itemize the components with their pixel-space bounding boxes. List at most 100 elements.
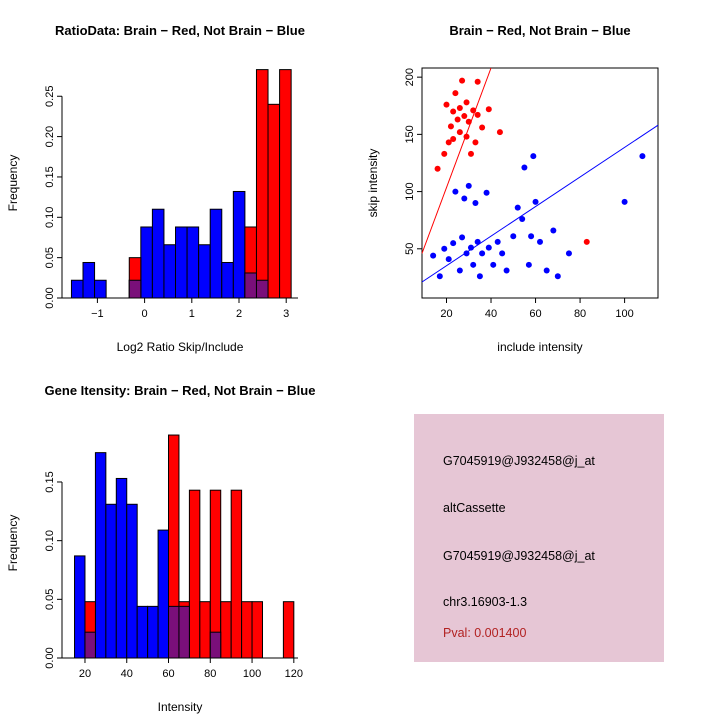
histogram-bar-brain xyxy=(241,601,253,659)
histogram-bar-brain xyxy=(199,601,211,659)
histogram-bar-not-brain xyxy=(82,261,96,299)
scatter-point-brain xyxy=(496,129,503,136)
panel-intensity-scatter: Brain − Red, Not Brain − Blue 20 40 60 80 100… xyxy=(360,0,720,360)
histogram-bar-brain xyxy=(282,601,295,659)
y-axis-tick-label: 0.15 xyxy=(44,471,56,492)
histogram-bar-brain xyxy=(279,69,292,299)
scatter-point-brain xyxy=(463,133,470,140)
histogram-bar-not-brain xyxy=(105,503,117,659)
chart-title: Gene Itensity: Brain − Red, Not Brain − … xyxy=(45,383,316,398)
scatter-point-not-brain xyxy=(479,250,486,257)
x-axis-tick-label: 20 xyxy=(440,308,452,320)
y-axis-tick-label: 0.00 xyxy=(44,287,56,308)
scatter-point-not-brain xyxy=(474,238,481,245)
y-axis-label: Frequency xyxy=(6,155,20,212)
scatter-point-not-brain xyxy=(514,204,521,211)
histogram-bar-overlap xyxy=(178,605,190,659)
histogram-bar-not-brain xyxy=(126,503,138,659)
scatter-point-not-brain xyxy=(525,261,532,268)
chart-title: Brain − Red, Not Brain − Blue xyxy=(449,23,630,38)
scatter-point-brain xyxy=(461,113,468,120)
y-axis-tick-label: 0.05 xyxy=(44,589,56,610)
y-axis-label: skip intensity xyxy=(366,149,380,218)
histogram-bar-overlap xyxy=(168,605,180,659)
scatter-point-not-brain xyxy=(430,252,437,259)
histogram-bar-not-brain xyxy=(115,477,128,659)
scatter-point-not-brain xyxy=(530,153,537,160)
scatter-point-not-brain xyxy=(467,244,474,251)
scatter-point-not-brain xyxy=(499,250,506,257)
histogram-bar-overlap xyxy=(209,631,222,659)
histogram-bar-not-brain xyxy=(157,529,170,659)
x-axis-tick-label: 1 xyxy=(189,308,195,320)
scatter-point-brain xyxy=(454,116,461,123)
scatter-point-not-brain xyxy=(461,195,468,202)
y-axis-tick-label: 100 xyxy=(404,182,416,200)
scatter-point-not-brain xyxy=(503,267,510,274)
histogram-bar-not-brain xyxy=(232,190,246,299)
histogram-bar-overlap xyxy=(244,272,257,299)
panel-gene-intensity-histogram: Gene Itensity: Brain − Red, Not Brain − … xyxy=(0,360,360,720)
scatter-point-brain xyxy=(472,139,479,146)
scatter-point-not-brain xyxy=(532,198,539,205)
scatter-point-brain xyxy=(470,107,477,114)
pval-text: Pval: 0.001400 xyxy=(443,626,527,640)
scatter-point-brain xyxy=(445,139,452,146)
x-axis-label: Log2 Ratio Skip/Include xyxy=(117,340,244,354)
scatter-point-not-brain xyxy=(450,240,457,247)
scatter-point-not-brain xyxy=(456,267,463,274)
histogram-bar-brain xyxy=(255,69,269,299)
scatter-point-brain xyxy=(467,150,474,157)
y-axis-tick-label: 200 xyxy=(404,68,416,86)
panel-ratio-histogram: RatioData: Brain − Red, Not Brain − Blue… xyxy=(0,0,360,360)
scatter-point-brain xyxy=(474,78,481,85)
histogram-bar-brain xyxy=(220,601,232,659)
scatter-point-not-brain xyxy=(485,244,492,251)
histogram-bar-not-brain xyxy=(221,261,234,299)
scatter-point-not-brain xyxy=(621,198,628,205)
scatter-point-not-brain xyxy=(565,250,572,257)
scatter-point-not-brain xyxy=(470,261,477,268)
gene-info-box: G7045919@J932458@j_at altCassette G70459… xyxy=(414,414,664,662)
intensity-scatter-chart: Brain − Red, Not Brain − Blue 20 40 60 80 100… xyxy=(366,23,659,354)
x-axis-tick-label: 3 xyxy=(283,308,289,320)
x-axis-tick-label: −1 xyxy=(91,308,104,320)
scatter-point-not-brain xyxy=(550,227,557,234)
y-axis-tick-label: 0.25 xyxy=(44,86,56,107)
scatter-point-brain xyxy=(456,105,463,112)
y-axis-tick-label: 0.00 xyxy=(44,647,56,668)
x-axis-tick-label: 40 xyxy=(121,668,133,680)
scatter-point-brain xyxy=(485,106,492,113)
histogram-bar-overlap xyxy=(128,279,142,299)
scatter-point-not-brain xyxy=(543,267,550,274)
y-axis-tick-label: 50 xyxy=(404,243,416,255)
histogram-bar-overlap xyxy=(84,631,96,659)
panel-gene-info: G7045919@J932458@j_at altCassette G70459… xyxy=(360,360,720,720)
scatter-point-brain xyxy=(465,118,472,125)
x-axis-tick-label: 20 xyxy=(79,668,91,680)
scatter-point-not-brain xyxy=(490,261,497,268)
x-axis-tick-label: 40 xyxy=(485,308,497,320)
histogram-bar-not-brain xyxy=(163,244,177,299)
scatter-point-brain xyxy=(447,123,454,130)
histogram-bar-not-brain xyxy=(147,605,159,659)
x-axis-tick-label: 100 xyxy=(243,668,261,680)
scatter-point-not-brain xyxy=(465,182,472,189)
y-axis-tick-label: 0.10 xyxy=(44,207,56,228)
scatter-point-not-brain xyxy=(463,250,470,257)
ratio-histogram-chart: RatioData: Brain − Red, Not Brain − Blue… xyxy=(6,23,305,354)
histogram-bar-not-brain xyxy=(140,226,153,299)
scatter-point-brain xyxy=(474,111,481,118)
scatter-point-not-brain xyxy=(639,153,646,160)
scatter-point-brain xyxy=(441,150,448,157)
scatter-point-not-brain xyxy=(554,273,561,280)
scatter-point-not-brain xyxy=(521,164,528,171)
scatter-point-brain xyxy=(450,135,457,142)
y-axis-tick-label: 0.15 xyxy=(44,166,56,187)
scatter-point-not-brain xyxy=(459,234,466,241)
gene-probe-id: G7045919@J932458@j_at xyxy=(443,454,595,468)
x-axis-tick-label: 100 xyxy=(615,308,633,320)
scatter-point-not-brain xyxy=(483,189,490,196)
scatter-point-brain xyxy=(434,165,441,172)
x-axis-tick-label: 2 xyxy=(236,308,242,320)
